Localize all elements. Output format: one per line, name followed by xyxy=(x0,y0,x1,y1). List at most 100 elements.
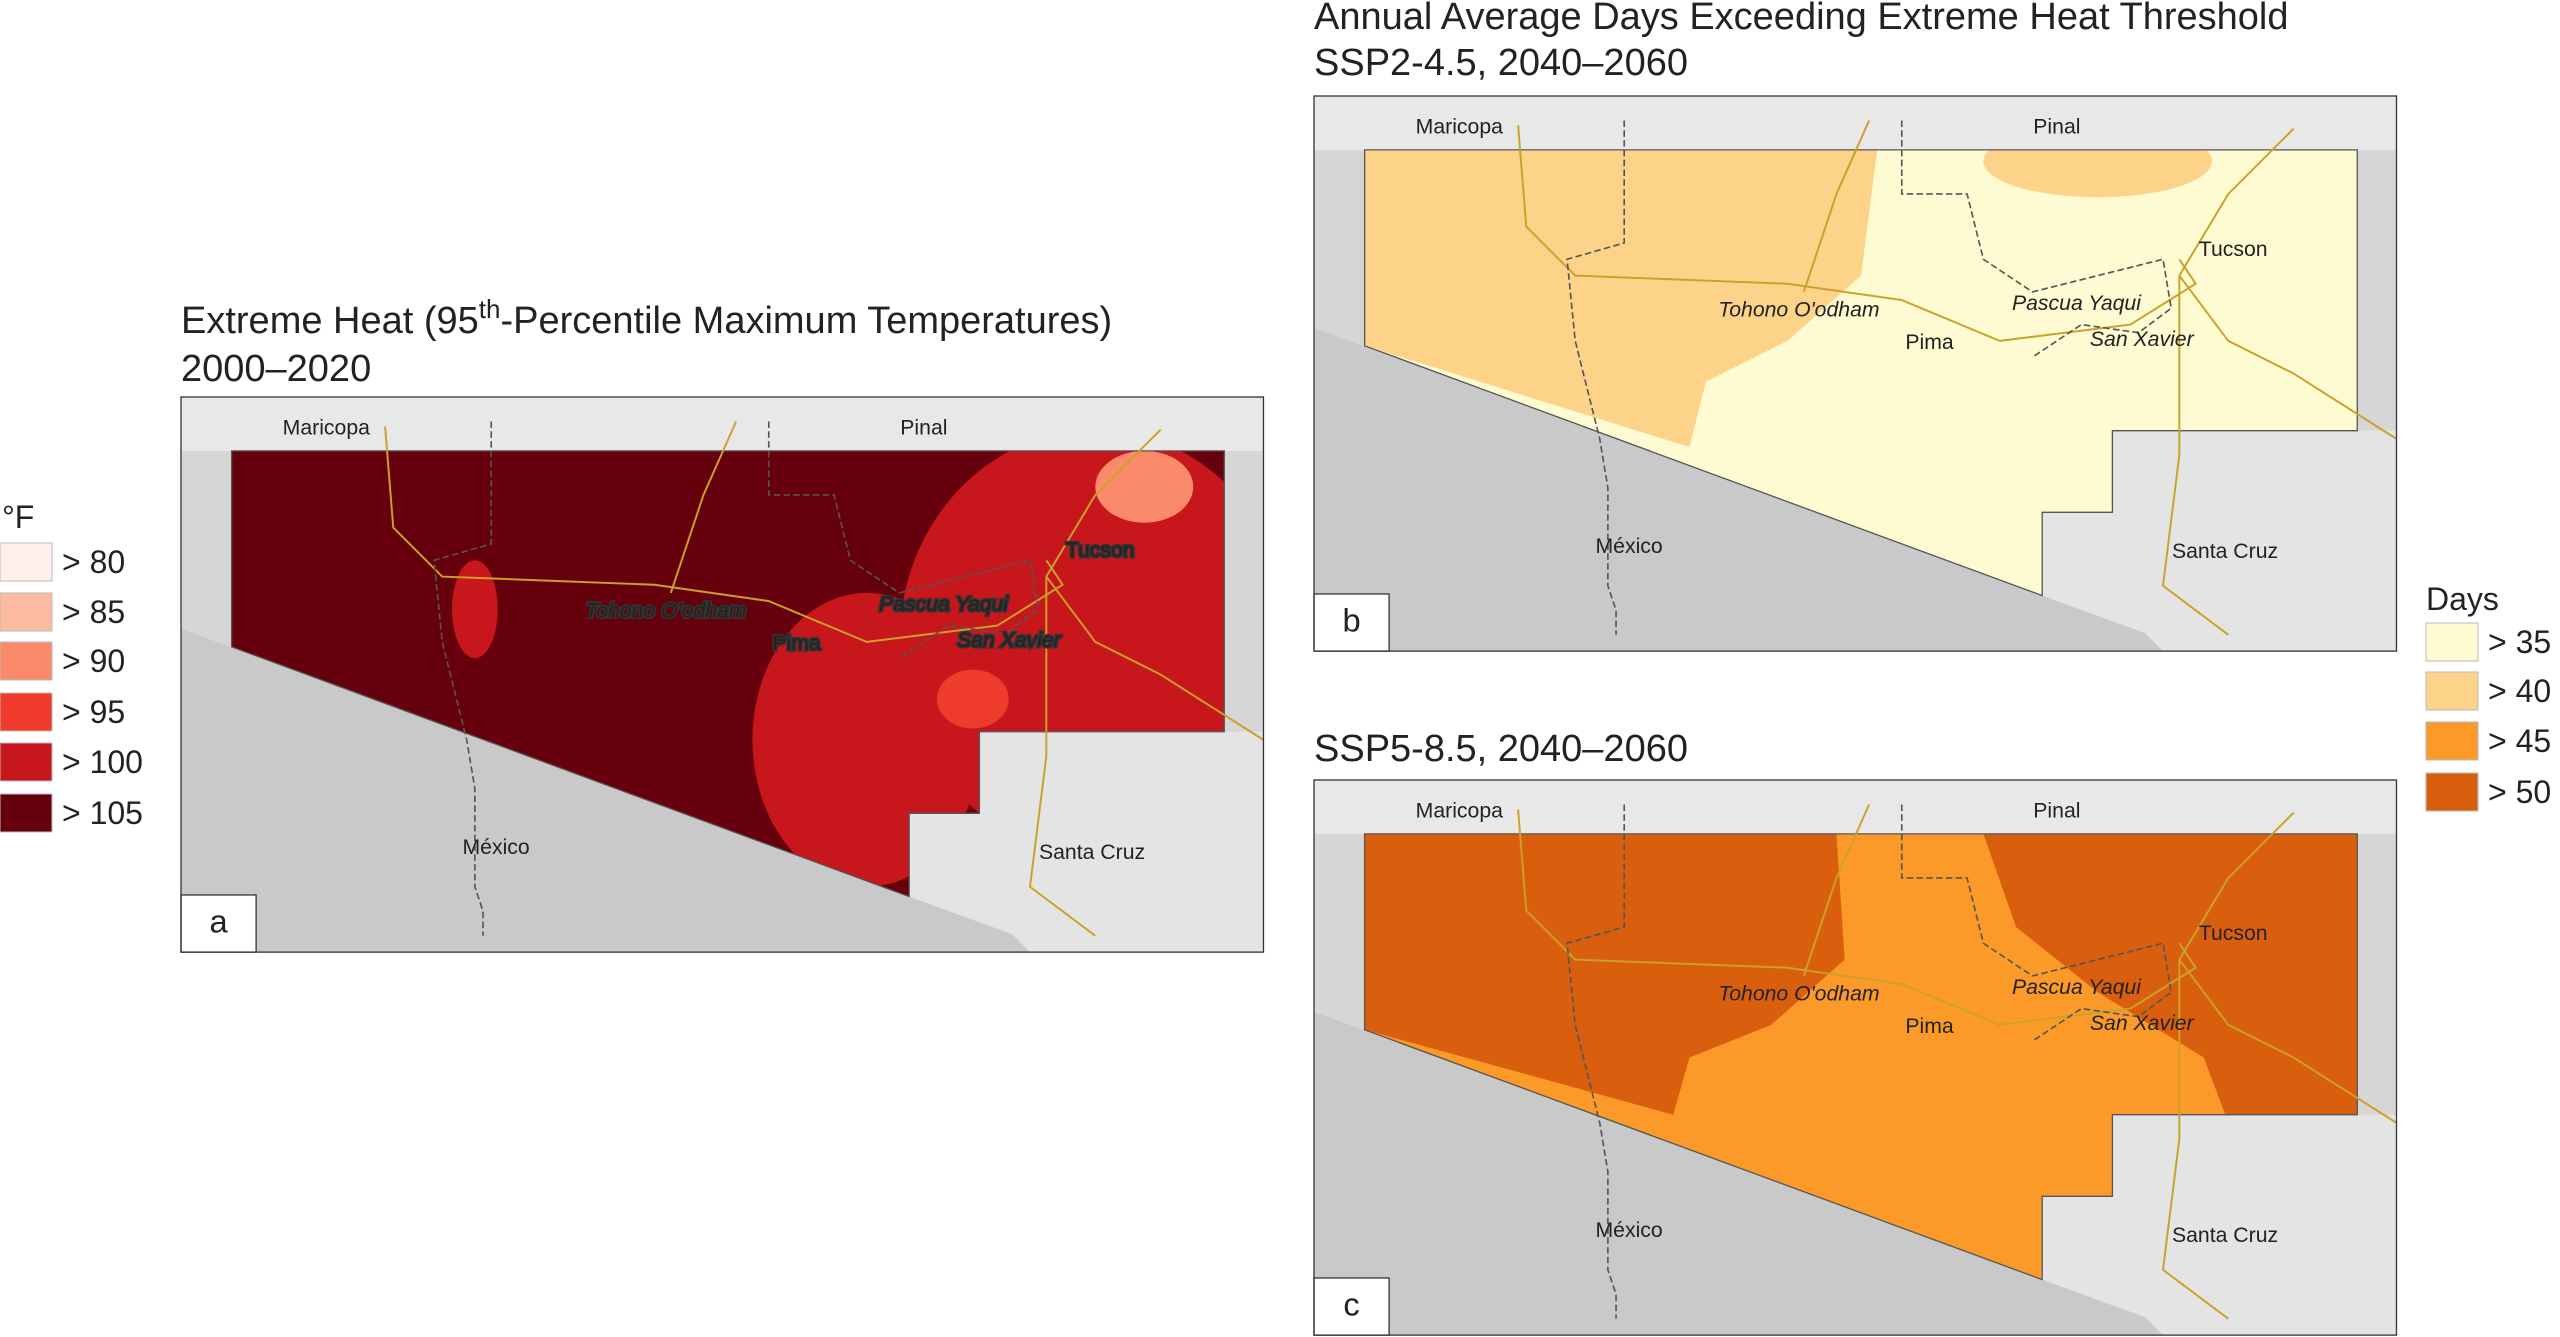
panel-frame xyxy=(180,396,1265,953)
santa-cruz xyxy=(2042,430,2397,652)
map-label: Pinal xyxy=(2033,800,2080,823)
legend-swatch xyxy=(0,542,53,582)
legend-swatch xyxy=(2425,622,2479,662)
panel-letter: c xyxy=(1343,1286,1359,1323)
heat-zone xyxy=(1095,450,1194,523)
map-label: Pima xyxy=(772,632,821,655)
map-label: Pascua Yaqui xyxy=(2012,292,2142,315)
title-part: -Percentile Maximum Temperatures) xyxy=(500,300,1112,342)
map-label: San Xavier xyxy=(2090,1012,2195,1035)
map-label: San Xavier xyxy=(957,629,1062,652)
road xyxy=(1517,809,2198,1026)
reservation-border xyxy=(1566,120,1626,635)
heat-zones xyxy=(1364,833,2358,1123)
map-label: Pascua Yaqui xyxy=(2012,976,2142,999)
panel-letter-box xyxy=(180,894,257,953)
panel-b-subtitle: SSP2-4.5, 2040–2060 xyxy=(1314,42,1688,84)
santa-cruz xyxy=(909,731,1264,953)
map-label: Maricopa xyxy=(1416,800,1503,823)
heat-zone xyxy=(936,669,1009,729)
map-label: Pima xyxy=(1905,1015,1954,1038)
legend-swatch xyxy=(2425,721,2479,761)
map-label: Tohono O'odham xyxy=(585,599,746,622)
panel-a-subtitle: 2000–2020 xyxy=(181,348,371,390)
road xyxy=(2161,959,2229,1320)
county-band xyxy=(1314,96,2397,150)
legend-label: > 45 xyxy=(2488,723,2551,759)
heat-zone xyxy=(1983,833,2358,1123)
panel-frame xyxy=(1313,95,2398,652)
road xyxy=(2178,959,2398,1124)
road xyxy=(2161,275,2229,636)
heat-zone xyxy=(452,560,498,659)
legend-label: > 90 xyxy=(62,643,125,679)
map-label: México xyxy=(1596,1219,1663,1242)
map-label: Maricopa xyxy=(283,417,370,440)
map-panel: Maricopa Pinal Tucson Tohono O'odham Pima Pas… xyxy=(1313,779,2398,1336)
map-label: Santa Cruz xyxy=(2172,540,2278,563)
legend-title: Days xyxy=(2426,581,2499,617)
legend-title: °F xyxy=(2,499,34,535)
legend-swatch xyxy=(2425,772,2479,812)
legend-swatch xyxy=(2425,671,2479,711)
legend-label: > 40 xyxy=(2488,673,2551,709)
road xyxy=(1802,804,1871,977)
legend-label: > 85 xyxy=(62,594,125,630)
panel-frame xyxy=(1313,779,2398,1336)
road xyxy=(1045,428,1162,578)
mexico xyxy=(1314,327,2164,652)
panel-a-title: Extreme Heat (95th-Percentile Maximum Te… xyxy=(181,294,1112,342)
santa-cruz xyxy=(2042,1114,2397,1336)
title-sup: th xyxy=(479,294,501,324)
map-label: Tohono O'odham xyxy=(1718,982,1879,1005)
map-label: Santa Cruz xyxy=(1039,841,1145,864)
title-part: Extreme Heat (95 xyxy=(181,300,479,342)
heat-zones xyxy=(1364,149,2212,448)
legend-label: > 50 xyxy=(2488,774,2551,810)
reservation-border xyxy=(433,421,493,936)
reservation-border xyxy=(1566,804,1626,1319)
legend-swatch xyxy=(0,641,53,681)
road xyxy=(1045,576,1265,741)
panel-c-subtitle: SSP5-8.5, 2040–2060 xyxy=(1314,728,1688,770)
map-label: México xyxy=(1596,535,1663,558)
heat-zone xyxy=(1983,149,2212,198)
legend-swatch xyxy=(0,742,53,782)
panel-letter: b xyxy=(1342,602,1360,639)
legend-label: > 95 xyxy=(62,694,125,730)
road xyxy=(2178,275,2398,440)
map-label: Maricopa xyxy=(1416,116,1503,139)
road xyxy=(1028,576,1096,937)
road xyxy=(669,421,738,594)
map-panel: Maricopa Pinal Tucson Tohono O'odham Pima Pas… xyxy=(1313,95,2398,652)
road xyxy=(2178,811,2295,961)
map-label: Tucson xyxy=(1066,539,1135,562)
legend-swatch xyxy=(0,692,53,732)
pima-outline xyxy=(1363,833,2358,1281)
reservation-border xyxy=(1900,120,2173,358)
legend-label: > 105 xyxy=(62,795,143,831)
heat-zone xyxy=(1364,833,1845,1115)
map-label: Pascua Yaqui xyxy=(879,593,1009,616)
map-label: Pima xyxy=(1905,331,1954,354)
county-band xyxy=(181,397,1264,451)
map-label: Tucson xyxy=(2199,922,2268,945)
heat-zone xyxy=(1364,149,1878,448)
map-panel: Maricopa Pinal Tucson Tohono O'odham Pima Pas… xyxy=(180,396,1265,953)
pima-outline xyxy=(230,450,1225,898)
road xyxy=(1802,120,1871,293)
map-label: Tucson xyxy=(2199,238,2268,261)
road xyxy=(1517,125,2198,342)
mexico xyxy=(181,628,1031,953)
legend-swatch xyxy=(0,592,53,632)
road xyxy=(2178,127,2295,277)
map-label: México xyxy=(463,836,530,859)
legend-label: > 100 xyxy=(62,744,143,780)
map-label: Santa Cruz xyxy=(2172,1224,2278,1247)
map-label: Tohono O'odham xyxy=(1718,298,1879,321)
legend-swatch xyxy=(0,793,53,833)
panel-letter-box xyxy=(1313,1277,1390,1336)
panel-b-title: Annual Average Days Exceeding Extreme He… xyxy=(1314,0,2289,38)
legend-label: > 80 xyxy=(62,544,125,580)
road xyxy=(384,426,1065,643)
